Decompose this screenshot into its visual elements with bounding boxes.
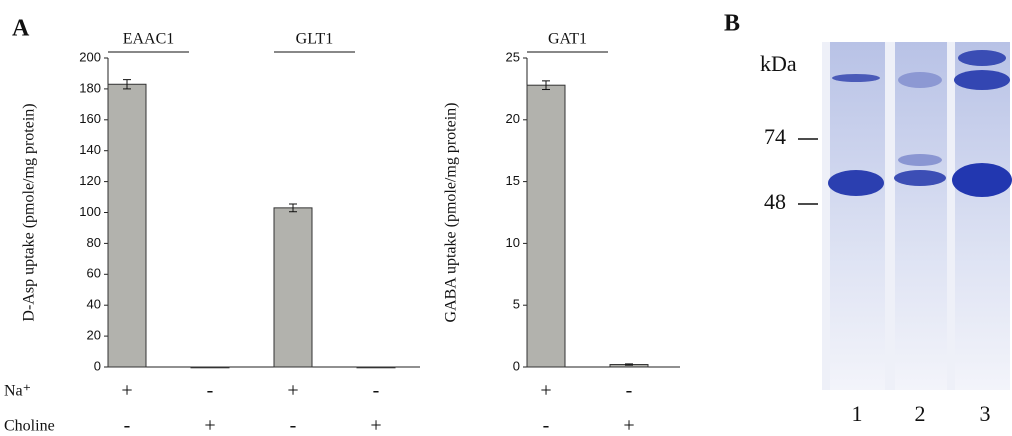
y-tick-label: 10	[506, 235, 520, 250]
bar	[274, 208, 312, 367]
y-tick-label: 80	[87, 235, 101, 250]
condition-name: Na⁺	[4, 383, 31, 400]
condition-sign: +	[370, 415, 381, 436]
gel-band	[898, 154, 942, 166]
y-tick-label: 20	[506, 111, 520, 126]
group-label: GLT1	[296, 31, 334, 48]
condition-sign: -	[373, 380, 380, 402]
y-tick-label: 0	[513, 358, 520, 373]
condition-name: Choline	[4, 418, 55, 435]
lane-label: 3	[980, 401, 991, 426]
gel-band	[828, 170, 884, 196]
figure: A B kDa 74 48 1 2 3 02040608010012014016…	[0, 0, 1012, 436]
lane-label: 1	[852, 401, 863, 426]
condition-sign: -	[124, 415, 131, 436]
gel-band	[832, 74, 880, 82]
marker-label: 74	[764, 124, 786, 149]
bar	[191, 367, 229, 368]
y-tick-label: 40	[87, 297, 101, 312]
y-tick-label: 0	[94, 358, 101, 373]
lane-label: 2	[915, 401, 926, 426]
y-tick-label: 25	[506, 49, 520, 64]
y-tick-label: 200	[79, 49, 101, 64]
gel-band	[954, 70, 1010, 90]
y-tick-label: 180	[79, 80, 101, 95]
condition-sign: -	[290, 415, 297, 436]
y-tick-label: 120	[79, 173, 101, 188]
gel-lane	[830, 42, 885, 390]
condition-sign: -	[207, 380, 214, 402]
y-tick-label: 60	[87, 266, 101, 281]
condition-sign: +	[287, 380, 298, 402]
y-axis-label: D-Asp uptake (pmole/mg protein)	[21, 103, 38, 321]
panel-label: B	[724, 11, 740, 37]
group-label: EAAC1	[123, 31, 175, 48]
gel-band	[898, 72, 942, 88]
condition-sign: -	[626, 380, 633, 402]
y-tick-label: 15	[506, 173, 520, 188]
y-tick-label: 20	[87, 328, 101, 343]
bar	[527, 85, 565, 367]
panel-label: A	[12, 16, 30, 42]
condition-sign: +	[540, 380, 551, 402]
condition-sign: -	[543, 415, 550, 436]
gel-band	[894, 170, 946, 186]
y-tick-label: 5	[513, 297, 520, 312]
bar	[357, 367, 395, 368]
y-axis-label: GABA uptake (pmole/mg protein)	[443, 103, 460, 323]
gel-band	[958, 50, 1006, 66]
marker-label: 48	[764, 189, 786, 214]
y-tick-label: 160	[79, 111, 101, 126]
gel-lane	[895, 42, 947, 390]
gel-band	[952, 163, 1012, 197]
condition-sign: +	[121, 380, 132, 402]
y-tick-label: 100	[79, 204, 101, 219]
gel-lane	[955, 42, 1010, 390]
bar	[108, 84, 146, 367]
group-label: GAT1	[548, 31, 587, 48]
condition-sign: +	[623, 415, 634, 436]
gel-unit: kDa	[760, 51, 797, 76]
condition-sign: +	[204, 415, 215, 436]
y-tick-label: 140	[79, 142, 101, 157]
gel: kDa 74 48 1 2 3	[760, 42, 1012, 426]
